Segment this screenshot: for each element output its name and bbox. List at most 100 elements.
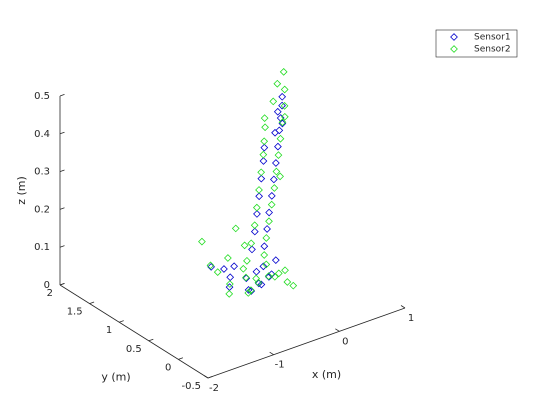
point bbox=[225, 290, 234, 298]
z-axis-label: z (m) bbox=[15, 176, 28, 205]
y-tick-label: 0 bbox=[165, 362, 171, 373]
point bbox=[206, 261, 215, 270]
point bbox=[224, 254, 232, 262]
point bbox=[271, 128, 279, 137]
z-tick-label: 0.1 bbox=[34, 242, 50, 253]
point bbox=[262, 260, 271, 269]
point bbox=[250, 221, 259, 230]
point bbox=[230, 262, 238, 271]
legend-marker bbox=[450, 45, 458, 53]
z-tick bbox=[59, 131, 65, 135]
z-tick-label: 0.2 bbox=[34, 204, 50, 215]
point bbox=[225, 280, 234, 288]
x-tick-label: -2 bbox=[209, 383, 219, 394]
point bbox=[250, 227, 259, 236]
point bbox=[242, 273, 250, 282]
point bbox=[260, 251, 269, 259]
point bbox=[260, 114, 269, 123]
point bbox=[272, 167, 281, 176]
point bbox=[252, 203, 261, 212]
x-axis bbox=[207, 307, 406, 379]
point bbox=[259, 262, 268, 271]
point bbox=[261, 123, 269, 132]
point bbox=[280, 85, 289, 94]
point bbox=[240, 241, 249, 250]
z-tick-label: 0.5 bbox=[34, 91, 50, 102]
point bbox=[260, 242, 269, 251]
point bbox=[243, 256, 251, 265]
point bbox=[220, 265, 228, 273]
z-tick bbox=[59, 245, 65, 248]
x-tick-label: 1 bbox=[408, 313, 414, 324]
z-tick-label: 0.3 bbox=[34, 167, 50, 178]
point bbox=[274, 269, 283, 278]
point bbox=[267, 200, 276, 209]
z-tick-label: 0.4 bbox=[34, 129, 50, 140]
y-tick-label: 0.5 bbox=[126, 344, 142, 355]
legend: Sensor1 Sensor2 bbox=[435, 29, 518, 58]
x-tick bbox=[335, 328, 340, 332]
y-tick-label: 1 bbox=[106, 325, 112, 336]
point bbox=[276, 134, 285, 143]
point bbox=[244, 289, 253, 297]
x-tick-label: -1 bbox=[275, 360, 285, 371]
z-tick bbox=[59, 169, 65, 172]
point bbox=[244, 286, 253, 294]
point bbox=[274, 151, 283, 159]
x-axis-label: x (m) bbox=[312, 368, 341, 381]
point bbox=[278, 119, 287, 128]
y-tick bbox=[148, 338, 154, 342]
x-tick bbox=[203, 375, 209, 379]
marks bbox=[198, 67, 298, 298]
y-axis-label: y (m) bbox=[101, 371, 130, 384]
point bbox=[259, 157, 268, 165]
point bbox=[281, 266, 289, 275]
y-tick-label: 1.5 bbox=[67, 307, 83, 318]
y-tick bbox=[119, 320, 124, 323]
point bbox=[270, 272, 279, 281]
point bbox=[289, 281, 298, 290]
point bbox=[278, 118, 287, 127]
point bbox=[275, 126, 284, 135]
point bbox=[231, 224, 240, 233]
point bbox=[272, 159, 280, 167]
point bbox=[257, 174, 266, 183]
z-tick bbox=[59, 207, 65, 210]
y-tick bbox=[178, 357, 184, 360]
point bbox=[278, 101, 286, 110]
point bbox=[265, 208, 273, 217]
legend-label: Sensor1 bbox=[474, 33, 511, 43]
point bbox=[263, 225, 271, 233]
point bbox=[283, 278, 292, 286]
point bbox=[280, 101, 289, 110]
point bbox=[264, 272, 273, 280]
point bbox=[267, 191, 276, 200]
point bbox=[276, 172, 284, 181]
point bbox=[265, 217, 273, 226]
point bbox=[278, 92, 287, 101]
z-tick bbox=[59, 283, 65, 286]
point bbox=[270, 184, 279, 192]
point bbox=[248, 245, 256, 254]
point bbox=[273, 107, 282, 116]
point bbox=[279, 67, 288, 76]
point bbox=[260, 143, 269, 152]
point bbox=[273, 79, 282, 88]
point bbox=[269, 97, 278, 106]
point bbox=[259, 150, 268, 159]
y-tick bbox=[207, 376, 213, 379]
x-tick bbox=[269, 351, 274, 356]
y-tick bbox=[89, 301, 95, 304]
legend-box bbox=[435, 29, 518, 58]
y-axis bbox=[59, 284, 209, 379]
legend-label: Sensor2 bbox=[474, 45, 511, 55]
x-tick-label: 0 bbox=[342, 336, 348, 347]
point bbox=[262, 234, 271, 242]
point bbox=[260, 137, 269, 146]
point bbox=[255, 192, 264, 201]
point bbox=[257, 168, 266, 177]
point bbox=[253, 210, 261, 218]
point bbox=[271, 256, 280, 265]
